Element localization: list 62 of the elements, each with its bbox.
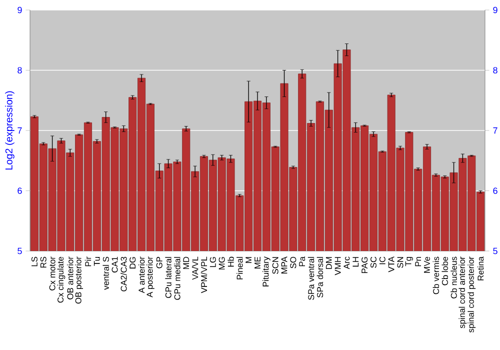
x-tick-label: ME [254, 256, 260, 268]
x-tick-label: Pir [84, 256, 92, 266]
x-tick-label: SPa dorsal [316, 257, 324, 298]
x-tick-label: VTA [388, 256, 394, 272]
x-tick-label: Pn [415, 257, 422, 266]
x-tick-label: Hb [228, 256, 234, 267]
y2-tick-label: 7 [493, 127, 498, 134]
y-tick-label: 9 [18, 6, 22, 14]
x-tick-label: spinal cord anterior [458, 256, 467, 328]
x-tick-label: MVe [424, 256, 430, 273]
y-tick-label: 6 [18, 188, 22, 194]
x-tick-label: Arc [344, 256, 350, 270]
x-tick-label: Pituitary [262, 256, 270, 286]
x-tick-label: LH [352, 257, 359, 267]
y2-tick-label: 9 [493, 6, 498, 14]
x-tick-label: SCN [272, 257, 278, 274]
x-tick-label: ventral S [102, 256, 109, 290]
x-tick-label: Tu [94, 257, 100, 266]
x-tick-label: CPu medial [174, 257, 180, 300]
x-tick-label: MG [218, 257, 225, 270]
x-tick-label: MPA [281, 256, 288, 274]
x-tick-label: Tg [405, 256, 413, 266]
x-tick-label: OB anterior [67, 256, 74, 300]
x-tick-label: CA1 [112, 256, 118, 272]
x-tick-label: IC [379, 256, 386, 264]
x-tick-label: RS [40, 256, 46, 268]
x-tick-label: MD [183, 256, 190, 269]
x-tick-label: A anterior [138, 256, 145, 294]
x-tick-label: LS [31, 256, 38, 266]
y2-tick-label: 8 [493, 67, 498, 74]
x-tick-label: SN [397, 257, 404, 268]
x-tick-label: Pineal [236, 257, 243, 280]
x-tick-label: A posterior [146, 256, 154, 298]
x-tick-label: M [246, 257, 252, 263]
x-tick-label: SC [370, 256, 376, 268]
x-tick-label: VA/VL [192, 256, 198, 280]
y-tick-label: 5 [18, 248, 22, 254]
x-tick-label: Cb vermis [432, 256, 440, 294]
x-tick-label: VMH [334, 257, 341, 276]
x-tick-label: CA2/CA3 [120, 256, 127, 292]
x-tick-label: Cb nucleus [450, 256, 457, 298]
x-tick-label: VPM/VPL [200, 256, 208, 294]
y-tick-label: 8 [18, 67, 22, 74]
x-tick-label: OB posterior [75, 256, 84, 304]
x-tick-label: SPa ventral [308, 257, 314, 300]
y2-tick-label: 5 [493, 248, 498, 254]
x-tick-label: DM [326, 257, 332, 269]
x-tick-label: Cb lobe [442, 256, 448, 286]
x-tick-label: SO [290, 256, 296, 268]
x-tick-label: PAG [362, 257, 368, 274]
y-axis-title: Log2 (expression) [5, 91, 14, 170]
x-tick-label: CPu lateral [165, 257, 172, 298]
x-tick-label: Cx motor [49, 256, 56, 290]
x-tick-label: DG [130, 257, 136, 268]
y2-tick-label: 6 [493, 188, 498, 194]
x-tick-label: Pa [299, 256, 306, 266]
x-tick-label: spinal cord posterior [468, 256, 476, 332]
x-tick-label: LG [210, 257, 216, 268]
x-tick-label: Cx cingulate [57, 256, 66, 303]
y-tick-label: 7 [18, 127, 22, 134]
x-tick-label: Retina [477, 256, 484, 280]
x-tick-label: GP [156, 256, 162, 268]
